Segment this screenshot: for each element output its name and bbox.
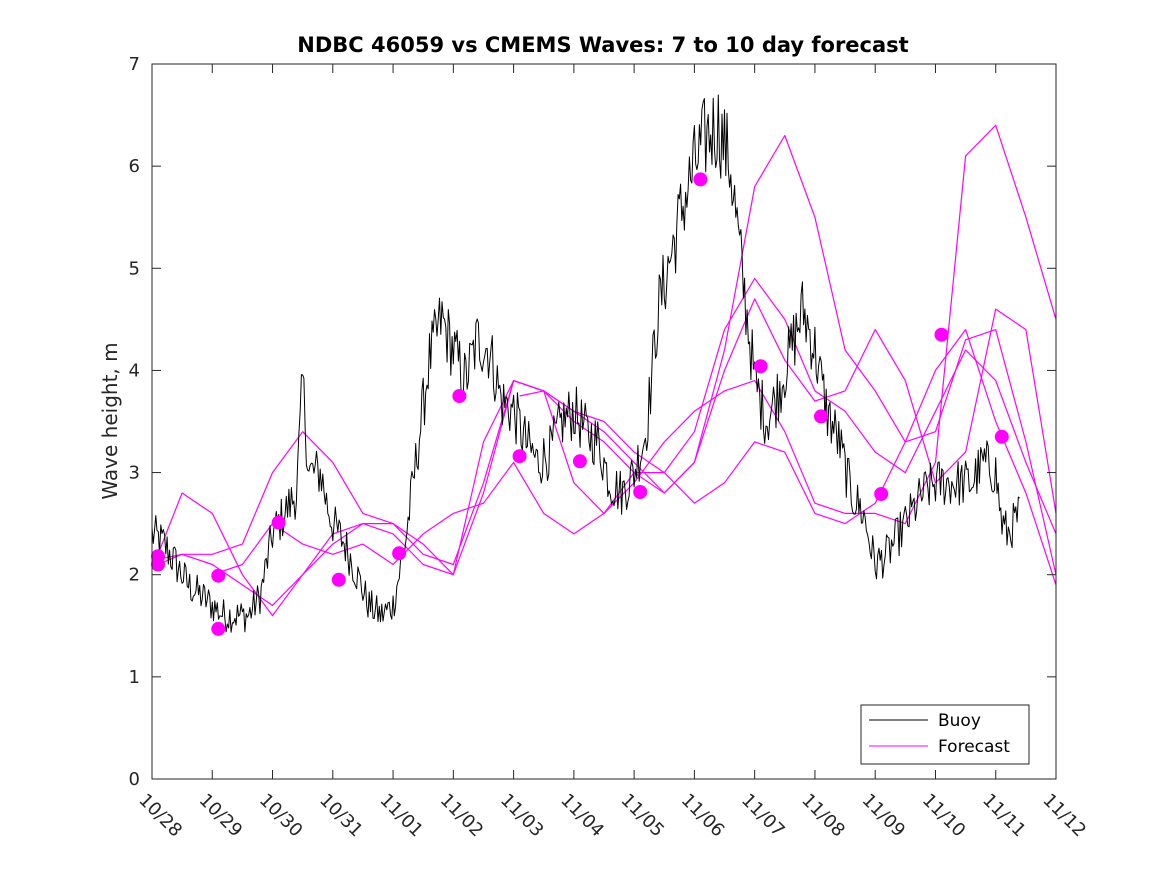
- y-tick-label: 3: [129, 463, 140, 484]
- forecast-line-5: [519, 329, 1057, 586]
- forecast-marker: [572, 454, 587, 469]
- forecast-marker: [452, 389, 467, 403]
- chart-title: NDBC 46059 vs CMEMS Waves: 7 to 10 day f…: [297, 33, 908, 57]
- forecast-marker: [512, 449, 527, 464]
- y-tick-label: 7: [129, 54, 140, 75]
- forecast-line-1: [157, 277, 1057, 566]
- forecast-marker: [874, 487, 889, 501]
- y-tick-label: 6: [129, 156, 140, 177]
- forecast-marker: [814, 409, 828, 424]
- plot-frame: [151, 63, 1057, 780]
- forecast-marker: [994, 429, 1009, 444]
- forecast-marker: [934, 327, 949, 342]
- series-layer: [151, 94, 1057, 633]
- legend-forecast-label: Forecast: [938, 737, 1010, 757]
- forecast-marker: [211, 621, 226, 636]
- forecast-marker: [753, 359, 768, 374]
- forecast-marker: [392, 546, 407, 561]
- y-axis-label: Wave height, m: [98, 342, 122, 499]
- y-tick-label: 2: [129, 565, 140, 586]
- y-tick-label: 4: [129, 360, 140, 381]
- forecast-marker: [331, 572, 346, 587]
- forecast-marker: [211, 568, 226, 583]
- marker-layer: [151, 172, 1009, 636]
- buoy-line: [151, 94, 1020, 633]
- legend-buoy-label: Buoy: [938, 711, 981, 731]
- legend: Buoy Forecast: [860, 704, 1030, 765]
- forecast-line-3: [157, 298, 1057, 617]
- forecast-marker: [633, 485, 648, 499]
- y-axis: 0 1 2 3 4 5 6 7: [129, 54, 1056, 790]
- legend-box: [860, 704, 1030, 765]
- y-tick-label: 0: [129, 769, 140, 790]
- forecast-marker: [271, 515, 286, 530]
- forecast-marker: [693, 172, 708, 187]
- forecast-marker: [151, 557, 165, 572]
- y-tick-label: 5: [129, 258, 140, 279]
- y-tick-label: 1: [129, 667, 140, 688]
